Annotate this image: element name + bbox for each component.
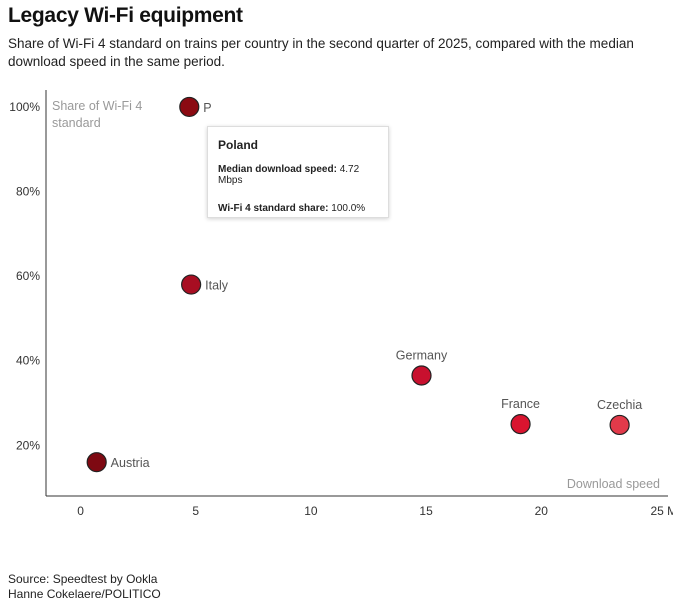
data-point-germany[interactable] [411,365,432,386]
data-points: P Italy Austria Germany France Czechia [86,96,642,473]
chart-subtitle: Share of Wi-Fi 4 standard on trains per … [8,36,634,69]
y-axis-ticks: 20% 40% 60% 80% 100% [9,100,40,452]
x-tick-label: 10 [304,504,318,518]
x-tick-label: 25 Mbps [650,504,673,518]
chart-title: Legacy Wi-Fi equipment [8,4,243,27]
x-tick-label: 5 [192,504,199,518]
data-point-austria[interactable] [86,452,107,473]
tooltip-speed-value: 4.72 Mbps [218,164,360,186]
tooltip-title: Poland [218,138,259,152]
x-axis-label: Download speed [567,477,660,491]
tooltip: Poland Median download speed: 4.72 Mbps … [207,126,389,218]
y-axis-label-line2: standard [52,116,101,130]
y-axis-label-line1: Share of Wi-Fi 4 [52,99,142,113]
source-text: Source: Speedtest by Ookla [8,572,158,586]
x-tick-label: 20 [535,504,549,518]
data-point-p[interactable] [179,96,200,118]
data-point-czechia[interactable] [609,414,630,436]
point-label-germany: Germany [396,348,448,362]
tooltip-share-value: 100.0% [331,203,366,214]
y-axis-label: Share of Wi-Fi 4 standard [52,99,142,130]
source-note: Source: Speedtest by Ookla Hanne Cokelae… [8,572,161,602]
point-label-italy: Italy [205,279,229,293]
x-tick-label: 15 [419,504,433,518]
x-tick-label: 0 [77,504,84,518]
scatter-chart: Share of Wi-Fi 4 standard 0 5 10 15 20 25 Mbp… [9,90,673,518]
point-label-france: France [501,397,540,411]
tooltip-speed-label: Median download speed: [218,164,337,175]
x-axis-ticks: 0 5 10 15 20 25 Mbps [77,504,673,518]
tooltip-speed-row: Median download speed: 4.72 Mbps [218,164,378,186]
y-tick-label: 40% [16,354,40,368]
point-label-austria: Austria [111,456,150,470]
y-tick-label: 80% [16,185,40,199]
data-point-france[interactable] [510,414,531,435]
y-tick-label: 100% [9,100,40,114]
point-label-czechia: Czechia [597,398,642,412]
credit-text: Hanne Cokelaere/POLITICO [8,587,161,601]
point-label-p: P [203,101,211,115]
tooltip-share-label: Wi-Fi 4 standard share: [218,203,329,214]
y-tick-label: 60% [16,269,40,283]
tooltip-share-row: Wi-Fi 4 standard share: 100.0% [218,203,378,214]
y-tick-label: 20% [16,438,40,452]
data-point-italy[interactable] [181,274,202,295]
